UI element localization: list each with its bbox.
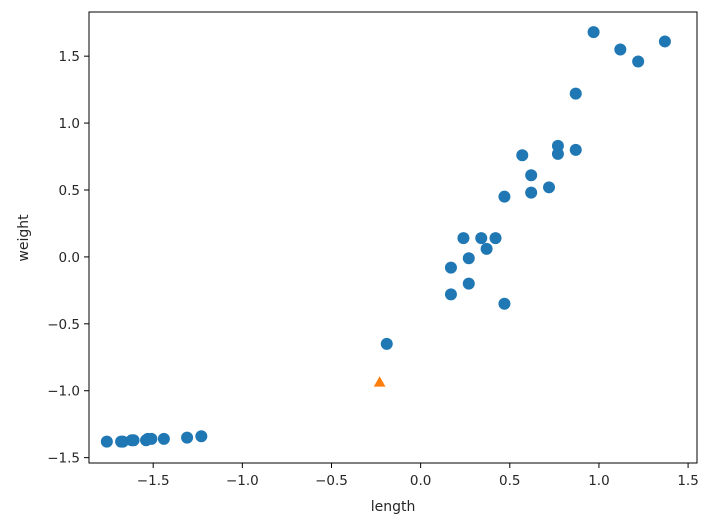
circle-point: [181, 431, 194, 444]
x-axis-label: length: [371, 499, 416, 515]
circle-point: [462, 252, 475, 265]
x-tick-label: −1.0: [226, 473, 259, 489]
circle-point: [658, 35, 671, 48]
circle-point: [444, 261, 457, 274]
circle-point: [480, 242, 493, 255]
circle-point: [498, 190, 511, 203]
plot-frame: [88, 11, 698, 464]
circle-point: [632, 55, 645, 68]
x-tick-label: −0.5: [315, 473, 348, 489]
y-tick-label: 0.5: [59, 183, 80, 199]
circle-point: [380, 337, 393, 350]
circle-point: [489, 232, 502, 245]
circle-point: [587, 26, 600, 39]
y-tick-label: 1.0: [59, 116, 80, 132]
y-tick-label: −1.5: [47, 451, 80, 467]
y-tick-label: −1.0: [47, 384, 80, 400]
y-tick-label: −0.5: [47, 317, 80, 333]
circle-point: [157, 432, 170, 445]
circle-point: [614, 43, 627, 56]
circle-point: [551, 147, 564, 160]
circle-point: [457, 232, 470, 245]
triangle-point: [373, 376, 386, 387]
circle-point: [569, 87, 582, 100]
x-tick-label: 0.5: [499, 473, 520, 489]
y-tick-label: 1.5: [59, 49, 80, 65]
circle-point: [525, 186, 538, 199]
circle-point: [569, 143, 582, 156]
circle-point: [516, 149, 529, 162]
circle-point: [195, 430, 208, 443]
y-axis-label: weight: [16, 214, 32, 262]
circle-point: [100, 435, 113, 448]
x-axis-ticks: −1.5 −1.0 −0.5 0.0 0.5 1.0 1.5: [137, 463, 699, 489]
y-tick-label: 0.0: [59, 250, 80, 266]
circle-point: [462, 277, 475, 290]
x-tick-label: 0.0: [410, 473, 431, 489]
x-tick-label: −1.5: [137, 473, 170, 489]
circle-point: [525, 169, 538, 182]
y-axis-ticks: −1.5 −1.0 −0.5 0.0 0.5 1.0 1.5: [47, 49, 89, 467]
x-tick-label: 1.0: [588, 473, 609, 489]
circle-point: [475, 232, 488, 245]
circle-point: [444, 288, 457, 301]
circle-point: [116, 435, 129, 448]
circle-point: [543, 181, 556, 194]
x-tick-label: 1.5: [677, 473, 698, 489]
data-points: [100, 26, 671, 448]
circle-point: [145, 432, 158, 445]
circle-point: [498, 297, 511, 310]
circle-point: [127, 434, 140, 447]
